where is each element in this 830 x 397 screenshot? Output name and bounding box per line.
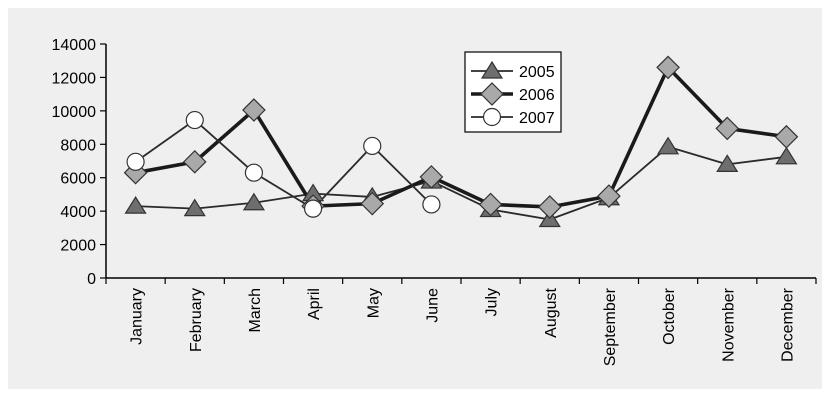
legend-box <box>464 51 562 133</box>
data-point-2007 <box>363 136 382 156</box>
y-tick-label: 4000 <box>60 204 96 221</box>
data-point-2006 <box>656 55 680 80</box>
data-point-2006 <box>597 184 621 208</box>
axes: 0 2000 4000 6000 8000 10000 12000 14000 January… <box>52 37 817 366</box>
x-tick-label: April <box>306 288 323 320</box>
data-point-2006 <box>774 124 799 149</box>
data-point-2007 <box>303 199 323 218</box>
data-point-2005 <box>716 154 739 172</box>
x-tick-label: January <box>129 288 146 345</box>
series-lines <box>135 65 787 221</box>
data-point-2006 <box>537 195 562 219</box>
data-point-2006 <box>242 98 266 122</box>
x-tick-label: November <box>720 287 737 361</box>
legend-marker-2007 <box>482 107 502 127</box>
data-point-2006 <box>478 192 503 217</box>
x-tick-label: August <box>543 287 560 337</box>
series-markers <box>123 55 799 228</box>
y-tick-label: 10000 <box>52 104 97 121</box>
data-point-2006 <box>419 165 444 189</box>
legend-label-2005: 2005 <box>519 64 555 81</box>
y-tick-label: 2000 <box>60 238 96 255</box>
y-tick-label: 0 <box>87 271 96 288</box>
series-line-2006 <box>135 65 787 209</box>
legend-marker-2005 <box>480 60 504 79</box>
y-tick-label: 6000 <box>60 171 96 188</box>
data-point-2005 <box>242 192 265 211</box>
x-tick-label: February <box>188 288 205 352</box>
series-line-2005 <box>135 145 787 221</box>
series-line-2007 <box>135 119 433 210</box>
legend-label-2007: 2007 <box>519 110 555 127</box>
data-point-2006 <box>360 191 385 216</box>
y-tick-label: 12000 <box>52 70 97 87</box>
y-axis-ticks: 0 2000 4000 6000 8000 10000 12000 14000 <box>52 37 106 288</box>
data-point-2005 <box>124 195 147 214</box>
data-point-2005 <box>183 198 206 217</box>
chart-panel <box>8 8 822 389</box>
x-tick-label: March <box>247 288 264 332</box>
legend-label-2006: 2006 <box>519 87 555 104</box>
y-tick-label: 8000 <box>60 137 96 154</box>
data-point-2007 <box>185 110 204 130</box>
x-tick-label: July <box>484 288 501 316</box>
data-point-2007 <box>126 152 145 171</box>
data-point-2006 <box>182 149 207 174</box>
x-tick-label: September <box>602 287 619 366</box>
data-point-2007 <box>244 163 264 182</box>
data-point-2007 <box>422 195 441 214</box>
data-point-2005 <box>775 146 798 165</box>
x-tick-label: May <box>365 288 382 318</box>
x-tick-label: December <box>779 287 796 361</box>
x-tick-label: October <box>661 287 678 345</box>
data-point-2006 <box>715 116 740 141</box>
y-tick-label: 14000 <box>52 37 97 54</box>
legend: 2005 2006 2007 <box>464 51 562 133</box>
x-axis-ticks: January February March April May June July Augu… <box>105 278 817 366</box>
data-point-2005 <box>657 136 680 155</box>
x-tick-label: June <box>424 288 441 323</box>
legend-marker-2006 <box>480 82 504 106</box>
